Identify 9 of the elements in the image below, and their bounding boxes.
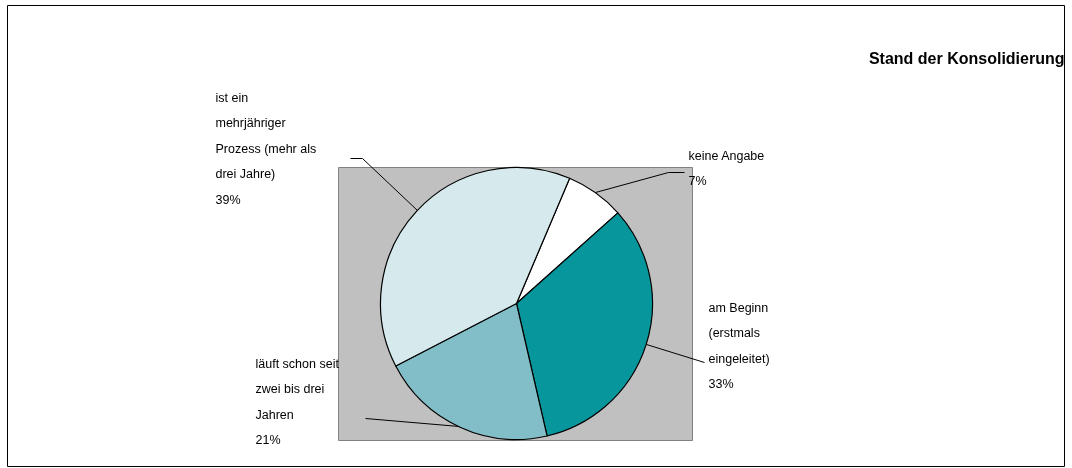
data-label: 7%: [688, 174, 707, 188]
slice-label: am Beginn (erstmals eingeleitet): [708, 300, 770, 366]
slice-label: läuft schon seit zwei bis drei Jahren: [255, 356, 340, 422]
text: Stand der Konsolidierung: [868, 50, 1065, 67]
data-label: 21%: [255, 433, 281, 447]
data-label: 39%: [215, 192, 241, 207]
data-label: 33%: [708, 377, 734, 391]
slice-label: ist ein mehrjähriger Prozess (mehr als drei Jahre): [215, 90, 317, 181]
slice-label: keine Angabe: [688, 148, 765, 163]
